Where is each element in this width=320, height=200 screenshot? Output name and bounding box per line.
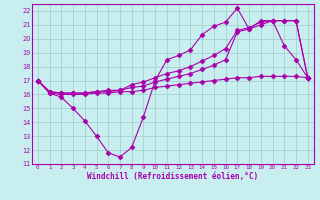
X-axis label: Windchill (Refroidissement éolien,°C): Windchill (Refroidissement éolien,°C)	[87, 172, 258, 181]
